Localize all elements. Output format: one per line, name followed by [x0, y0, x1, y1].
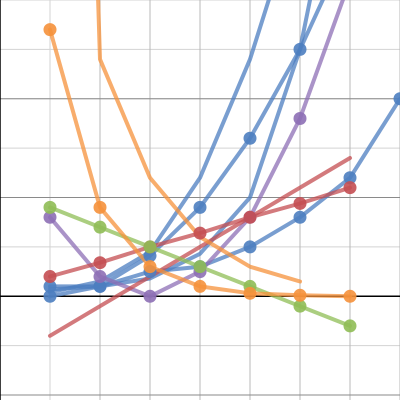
series-line-4 [48, 96, 400, 289]
data-point [293, 299, 307, 313]
data-point [243, 210, 257, 224]
series-line-6 [48, 156, 352, 338]
data-point [143, 240, 157, 254]
data-point [193, 200, 207, 214]
data-point [143, 260, 157, 274]
data-point [343, 171, 357, 185]
data-point [43, 210, 57, 224]
data-point [243, 131, 257, 145]
data-point [343, 181, 357, 195]
data-point [243, 286, 257, 300]
data-point [193, 226, 207, 240]
data-point [293, 112, 307, 126]
data-point [43, 23, 57, 37]
data-point [193, 279, 207, 293]
data-point [93, 200, 107, 214]
data-point [293, 288, 307, 302]
series-line-10 [96, 0, 302, 284]
data-point [93, 220, 107, 234]
series-line-3 [48, 0, 271, 295]
data-point [343, 319, 357, 333]
data-point [143, 249, 157, 263]
data-point [93, 256, 107, 270]
data-point [293, 196, 307, 210]
data-point [193, 260, 207, 274]
data-point [93, 270, 107, 284]
data-point [143, 289, 157, 303]
data-point [293, 210, 307, 224]
data-point [293, 42, 307, 56]
data-point [393, 92, 400, 106]
data-point [43, 270, 57, 284]
data-point [43, 279, 57, 293]
data-point [343, 289, 357, 303]
data-point [43, 200, 57, 214]
data-point [243, 240, 257, 254]
data-point [43, 289, 57, 303]
series-points [43, 23, 400, 333]
data-point [93, 279, 107, 293]
